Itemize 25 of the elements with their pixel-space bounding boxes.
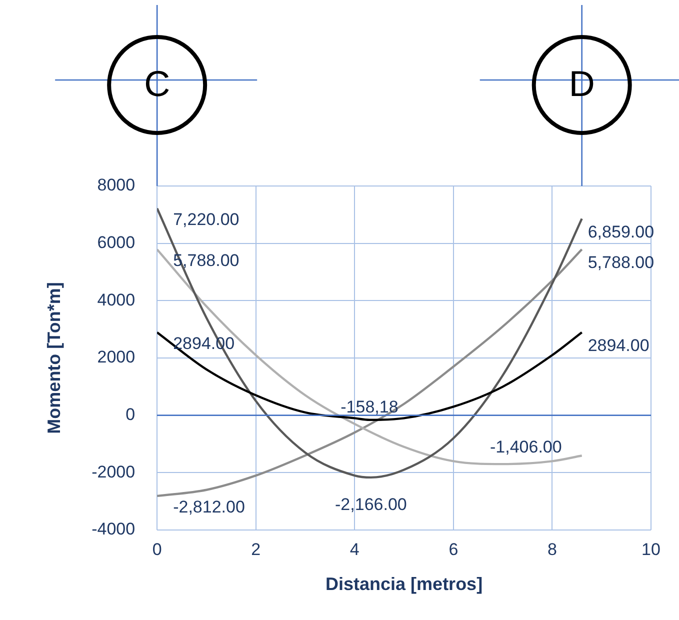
x-tick-label: 4 (350, 540, 360, 559)
y-tick-label: -4000 (92, 520, 136, 539)
x-tick-label: 10 (642, 540, 660, 559)
y-tick-label: -2000 (92, 462, 136, 482)
y-tick-label: 2000 (97, 348, 136, 367)
data-label: 2894.00 (588, 336, 650, 356)
y-tick-label: 0 (126, 405, 136, 424)
y-tick-label: 6000 (97, 233, 136, 252)
data-label: -158,18 (340, 398, 398, 417)
data-label: -1,406.00 (490, 437, 562, 456)
x-tick-label: 8 (547, 540, 557, 559)
line-series (157, 331, 583, 421)
y-axis-title: Momento [Ton*m] (44, 282, 64, 434)
x-axis-title: Distancia [metros] (326, 574, 483, 594)
x-tick-label: 6 (448, 540, 458, 559)
x-tick-label: 0 (152, 540, 162, 559)
data-label: -2,812.00 (173, 498, 245, 517)
data-label: -2,166.00 (335, 495, 407, 514)
y-tick-label: 4000 (97, 290, 136, 310)
data-label: 6,859.00 (588, 222, 654, 242)
data-label: 5,788.00 (588, 253, 654, 272)
y-tick-label: 8000 (97, 176, 136, 195)
x-tick-label: 2 (251, 540, 261, 559)
data-label: 7,220.00 (173, 210, 240, 230)
line-series (157, 207, 583, 479)
